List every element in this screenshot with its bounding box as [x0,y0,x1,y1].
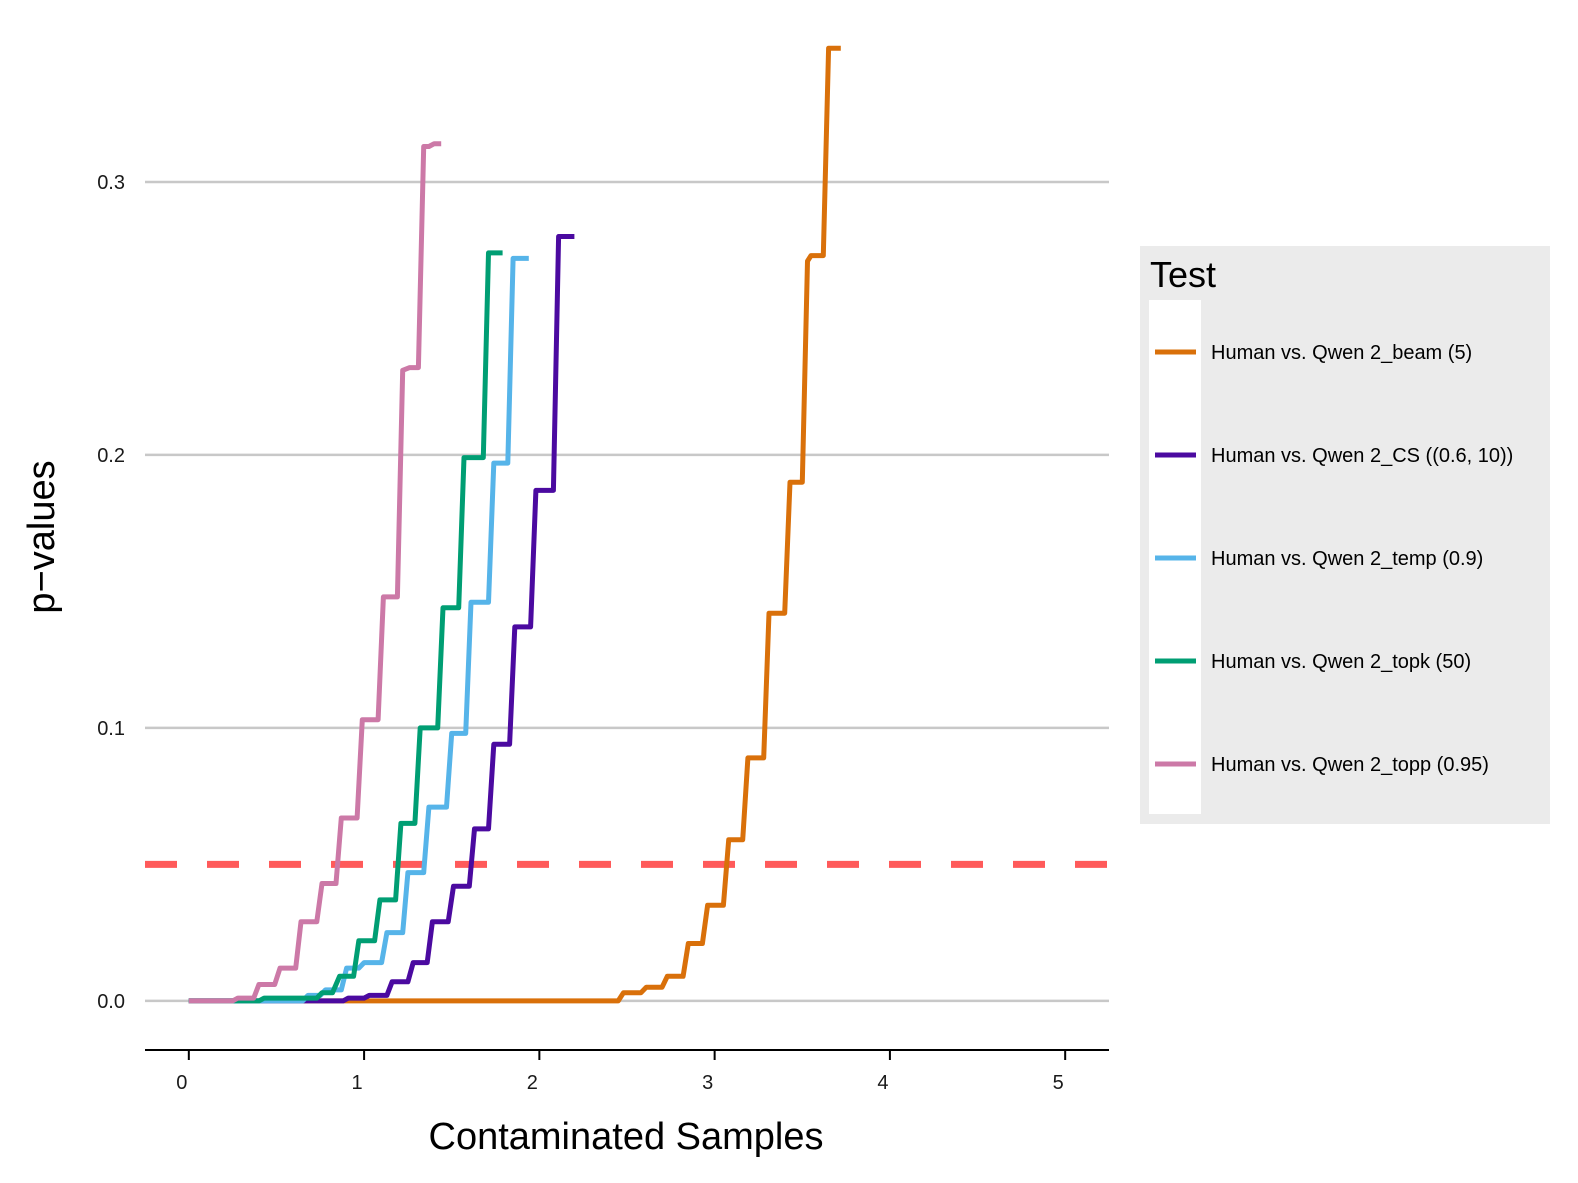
legend-label: Human vs. Qwen 2_topk (50) [1211,651,1471,673]
y-axis-title: p−values [21,460,63,613]
series-line [188,234,575,1004]
legend-label: Human vs. Qwen 2_CS ((0.6, 10)) [1211,445,1513,467]
x-tick-label: 5 [1053,1072,1064,1094]
legend-label: Human vs. Qwen 2_topp (0.95) [1211,754,1489,776]
legend-background [1140,246,1550,824]
series-line [188,250,503,1004]
x-axis-title: Contaminated Samples [429,1116,824,1158]
legend-title: Test [1150,254,1216,295]
legend-label: Human vs. Qwen 2_temp (0.9) [1211,548,1483,570]
legend-label: Human vs. Qwen 2_beam (5) [1211,342,1472,364]
x-tick-label: 3 [702,1072,713,1094]
series-line [188,45,841,1004]
y-axis-ticks: 0.0 0.1 0.2 0.3 [97,172,125,1013]
series-lines [188,45,841,1004]
legend: Test Human vs. Qwen 2_beam (5)Human vs. … [1140,246,1550,824]
y-tick-label: 0.1 [97,718,125,740]
series-line [188,141,442,1004]
y-tick-label: 0.0 [97,991,125,1013]
y-tick-label: 0.2 [97,445,125,467]
x-tick-label: 0 [176,1072,187,1094]
series-line [188,255,529,1004]
y-tick-label: 0.3 [97,172,125,194]
legend-items: Human vs. Qwen 2_beam (5) Human vs. Qwen … [1155,342,1513,776]
x-axis: 0 1 2 3 4 5 [145,1049,1109,1094]
x-tick-label: 2 [527,1072,538,1094]
x-tick-label: 4 [877,1072,888,1094]
grid-lines [145,180,1109,1003]
x-tick-label: 1 [352,1072,363,1094]
